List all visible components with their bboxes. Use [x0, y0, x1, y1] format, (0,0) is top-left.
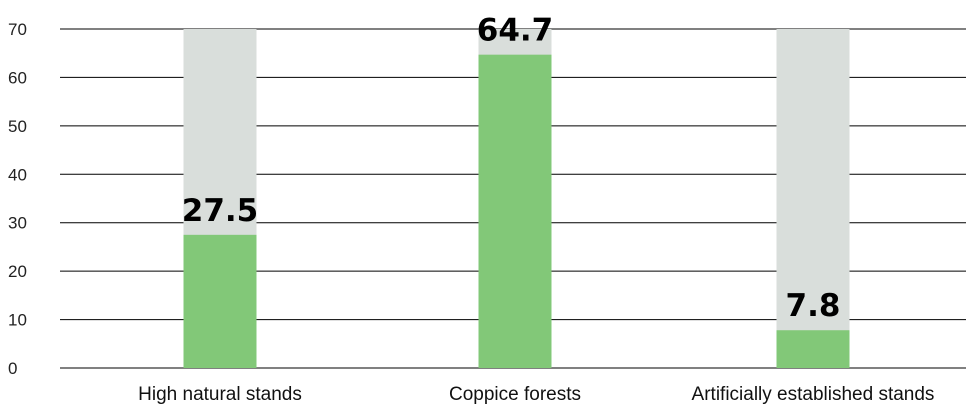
y-tick-label: 70 — [8, 20, 27, 39]
bars — [183, 54, 850, 368]
y-tick-label: 10 — [8, 311, 27, 330]
data-value-label: 64.7 — [477, 13, 554, 49]
x-category-label: Artificially established stands — [692, 384, 935, 405]
data-value-label: 7.8 — [786, 288, 841, 324]
y-tick-label: 60 — [8, 68, 27, 87]
x-axis-labels: High natural stands Coppice forests Artifi… — [138, 384, 934, 405]
x-category-label: Coppice forests — [449, 384, 581, 405]
y-tick-label: 50 — [8, 117, 27, 136]
background-bar — [776, 29, 850, 368]
y-tick-label: 0 — [8, 359, 17, 378]
bar — [478, 54, 552, 368]
data-value-label: 27.5 — [182, 193, 259, 229]
y-tick-label: 30 — [8, 214, 27, 233]
x-category-label: High natural stands — [138, 384, 302, 405]
bar — [776, 330, 850, 368]
y-tick-label: 40 — [8, 165, 27, 184]
y-axis-ticks: 0 10 20 30 40 50 60 70 — [8, 20, 27, 378]
data-labels: 27.5 64.7 7.8 — [182, 13, 841, 325]
y-tick-label: 20 — [8, 262, 27, 281]
bar — [183, 234, 257, 368]
